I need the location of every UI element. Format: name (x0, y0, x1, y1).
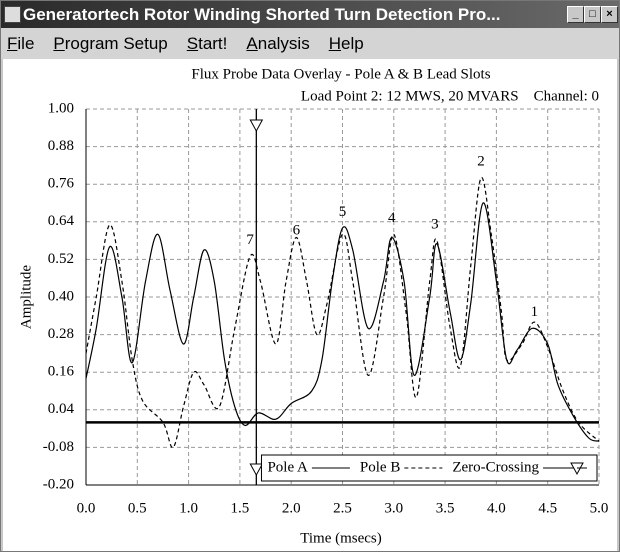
x-tick-label: 4.0 (487, 500, 506, 516)
menu-item[interactable]: Program Setup (53, 34, 168, 53)
x-tick-label: 2.5 (333, 500, 352, 516)
chart-subtitle: Load Point 2: 12 MWS, 20 MVARS Channel: … (301, 88, 599, 104)
x-tick-label: 1.0 (179, 500, 198, 516)
y-tick-label: -0.20 (43, 476, 74, 492)
y-tick-label: 0.76 (48, 176, 75, 192)
y-tick-label: 1.00 (48, 100, 74, 116)
zero-crossing-marker (249, 463, 264, 477)
y-tick-label: -0.08 (43, 439, 74, 455)
x-tick-label: 0.5 (128, 500, 147, 516)
chart: Flux Probe Data Overlay - Pole A & B Lea… (3, 59, 617, 551)
y-axis-label: Amplitude (18, 265, 34, 330)
x-tick-label: 5.0 (590, 500, 609, 516)
legend-label: Pole A (267, 459, 308, 475)
chart-title: Flux Probe Data Overlay - Pole A & B Lea… (191, 66, 490, 82)
maximize-button[interactable]: □ (584, 6, 601, 23)
app-icon (4, 6, 21, 23)
y-tick-label: 0.04 (48, 401, 75, 417)
peak-label: 5 (339, 204, 347, 220)
close-button[interactable]: × (601, 6, 618, 23)
y-tick-label: 0.88 (48, 138, 74, 154)
peak-label: 3 (431, 216, 439, 232)
y-tick-label: 0.16 (48, 364, 75, 380)
y-tick-label: 0.28 (48, 326, 74, 342)
x-tick-label: 4.5 (538, 500, 557, 516)
legend-label: Zero-Crossing (452, 459, 539, 475)
peak-label: 1 (531, 304, 539, 320)
menu-item[interactable]: File (7, 34, 35, 53)
peak-label: 7 (246, 232, 254, 248)
x-tick-label: 0.0 (77, 500, 96, 516)
x-tick-label: 3.5 (436, 500, 455, 516)
x-tick-label: 2.0 (282, 500, 301, 516)
x-tick-label: 3.0 (384, 500, 403, 516)
y-tick-label: 0.40 (48, 288, 74, 304)
zero-crossing-marker (249, 119, 264, 133)
x-tick-label: 1.5 (231, 500, 250, 516)
menu-item[interactable]: Analysis (246, 34, 310, 53)
peak-label: 2 (477, 154, 485, 170)
peak-label: 4 (388, 210, 396, 226)
legend: Pole A Pole B Zero-Crossing (260, 454, 598, 482)
y-tick-label: 0.52 (48, 251, 74, 267)
y-tick-label: 0.64 (48, 213, 75, 229)
window-title: Generatortech Rotor Winding Shorted Turn… (23, 5, 501, 24)
menu-item[interactable]: Help (328, 34, 364, 53)
peak-label: 6 (293, 223, 301, 239)
legend-label: Pole B (360, 459, 400, 475)
x-axis-label: Time (msecs) (300, 530, 382, 546)
title-bar: Generatortech Rotor Winding Shorted Turn… (1, 1, 619, 28)
menu-bar: File Program Setup Start! Analysis Help (1, 28, 619, 59)
minimize-button[interactable]: _ (567, 6, 584, 23)
menu-item[interactable]: Start! (186, 34, 228, 53)
